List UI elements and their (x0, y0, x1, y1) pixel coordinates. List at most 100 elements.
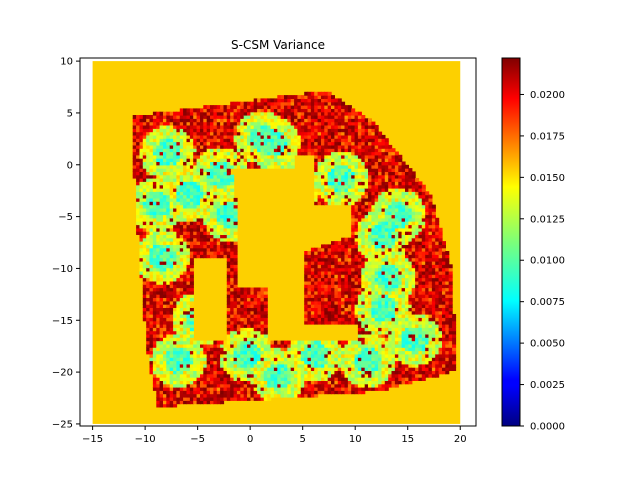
heatmap-cell (149, 330, 154, 335)
heatmap-cell (159, 158, 164, 162)
heatmap-cell (381, 363, 386, 368)
heatmap-cell (186, 400, 191, 405)
heatmap-cell (169, 403, 174, 408)
heatmap-cell (361, 294, 366, 298)
heatmap-cell (263, 121, 268, 126)
heatmap-cell (300, 138, 305, 143)
heatmap-cell (203, 367, 208, 371)
heatmap-cell (304, 151, 309, 156)
heatmap-cell (297, 121, 302, 126)
heatmap-cell (368, 357, 372, 362)
heatmap-cell (226, 151, 231, 156)
heatmap-cell (139, 148, 144, 153)
heatmap-cell (179, 181, 184, 186)
heatmap-cell (347, 277, 352, 282)
heatmap-cell (354, 277, 359, 282)
heatmap-cell (210, 111, 214, 116)
heatmap-cell (347, 134, 352, 139)
heatmap-cell (173, 274, 178, 279)
heatmap-cell (357, 178, 362, 182)
heatmap-cell (173, 393, 178, 398)
heatmap-cell (136, 164, 141, 169)
heatmap-cell (226, 251, 231, 255)
heatmap-cell (196, 360, 201, 365)
heatmap-cell (314, 390, 319, 395)
heatmap-cell (327, 144, 332, 149)
heatmap-cell (347, 290, 352, 295)
heatmap-cell (166, 387, 171, 391)
heatmap-cell (253, 121, 258, 126)
heatmap-cell (176, 188, 181, 192)
heatmap-cell (378, 357, 383, 362)
heatmap-cell (243, 317, 248, 322)
heatmap-cell (310, 367, 315, 371)
heatmap-cell (327, 390, 332, 395)
heatmap-cell (142, 188, 147, 192)
heatmap-cell (210, 211, 214, 216)
heatmap-cell (240, 373, 245, 378)
heatmap-cell (354, 221, 359, 226)
heatmap-cell (230, 211, 235, 216)
heatmap-cell (186, 121, 191, 126)
heatmap-cell (176, 257, 181, 262)
heatmap-cell (156, 397, 161, 401)
heatmap-cell (189, 320, 194, 325)
heatmap-cell (257, 350, 262, 355)
heatmap-cell (368, 277, 372, 282)
heatmap-cell (341, 360, 346, 365)
heatmap-cell (364, 231, 369, 235)
heatmap-cell (210, 380, 214, 385)
heatmap-cell (357, 151, 362, 156)
heatmap-cell (183, 300, 188, 305)
heatmap-cell (183, 270, 188, 275)
heatmap-cell (368, 174, 372, 179)
heatmap-cell (371, 297, 376, 302)
heatmap-cell (250, 397, 255, 401)
heatmap-cell (381, 294, 386, 298)
heatmap-cell (146, 324, 151, 328)
heatmap-cell (196, 111, 201, 116)
heatmap-cell (193, 393, 198, 398)
heatmap-cell (321, 343, 325, 348)
heatmap-cell (179, 330, 184, 335)
heatmap-cell (344, 290, 349, 295)
heatmap-cell (189, 224, 194, 229)
heatmap-cell (183, 257, 188, 262)
heatmap-cell (304, 300, 309, 305)
heatmap-cell (270, 360, 275, 365)
heatmap-cell (220, 194, 225, 199)
heatmap-cell (277, 121, 282, 126)
heatmap-cell (280, 380, 285, 385)
heatmap-cell (321, 347, 325, 352)
heatmap-cell (317, 101, 322, 106)
heatmap-cell (213, 204, 218, 209)
heatmap-cell (149, 164, 154, 169)
heatmap-cell (226, 380, 231, 385)
heatmap-cell (284, 161, 288, 166)
heatmap-cell (351, 178, 356, 182)
heatmap-cell (220, 383, 225, 388)
heatmap-cell (253, 118, 258, 123)
heatmap-cell (317, 254, 322, 259)
heatmap-cell (179, 343, 184, 348)
heatmap-cell (166, 284, 171, 289)
heatmap-cell (277, 353, 282, 358)
heatmap-cell (240, 357, 245, 362)
heatmap-cell (166, 241, 171, 245)
heatmap-cell (230, 184, 235, 189)
heatmap-cell (314, 141, 319, 146)
heatmap-cell (290, 370, 295, 375)
heatmap-cell (189, 197, 194, 202)
heatmap-cell (233, 294, 238, 298)
heatmap-cell (169, 211, 174, 216)
heatmap-cell (206, 108, 211, 113)
heatmap-cell (136, 121, 141, 126)
heatmap-cell (243, 128, 248, 133)
heatmap-cell (307, 307, 312, 312)
heatmap-cell (374, 251, 379, 255)
heatmap-cell (314, 353, 319, 358)
heatmap-cell (381, 343, 386, 348)
heatmap-cell (173, 234, 178, 239)
heatmap-cell (294, 353, 299, 358)
heatmap-cell (156, 211, 161, 216)
